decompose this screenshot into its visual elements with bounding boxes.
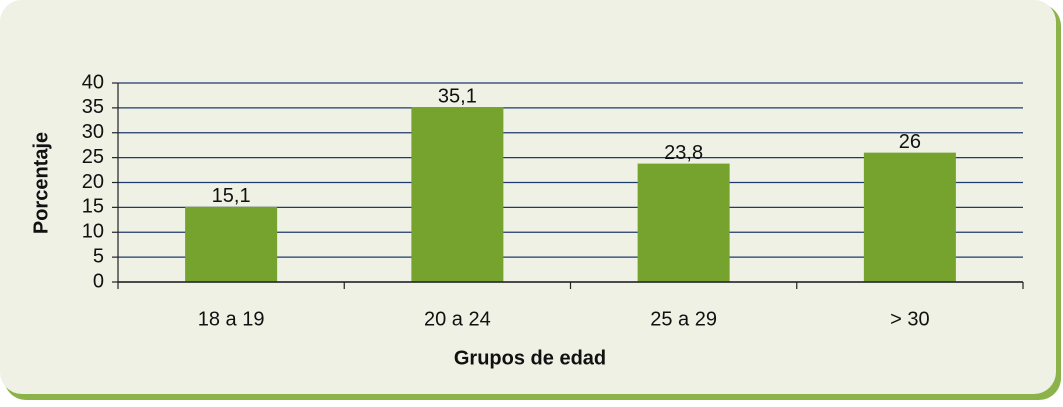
value-label: 26	[899, 131, 921, 153]
y-tick-label: 15	[82, 196, 104, 218]
y-tick-label: 25	[82, 146, 104, 168]
y-tick-label: 30	[82, 121, 104, 143]
value-label: 35,1	[438, 86, 477, 108]
x-tick-label: 18 a 19	[198, 308, 265, 330]
value-label: 23,8	[664, 142, 703, 164]
x-axis-label: Grupos de edad	[454, 347, 606, 369]
y-tick-label: 35	[82, 96, 104, 118]
y-tick-label: 5	[93, 245, 104, 267]
y-tick-label: 20	[82, 171, 104, 193]
x-tick-label: > 30	[890, 308, 929, 330]
bar	[411, 107, 504, 282]
x-tick-label: 25 a 29	[650, 308, 717, 330]
bar	[185, 206, 278, 282]
y-tick-label: 40	[82, 71, 104, 93]
x-tick-label: 20 a 24	[424, 308, 491, 330]
value-label: 15,1	[212, 185, 251, 207]
panel	[0, 0, 1056, 394]
bar	[637, 163, 730, 282]
bar	[863, 152, 956, 282]
y-tick-label: 10	[82, 221, 104, 243]
y-axis-label: Porcentaje	[30, 132, 52, 234]
y-tick-label: 0	[93, 270, 104, 292]
